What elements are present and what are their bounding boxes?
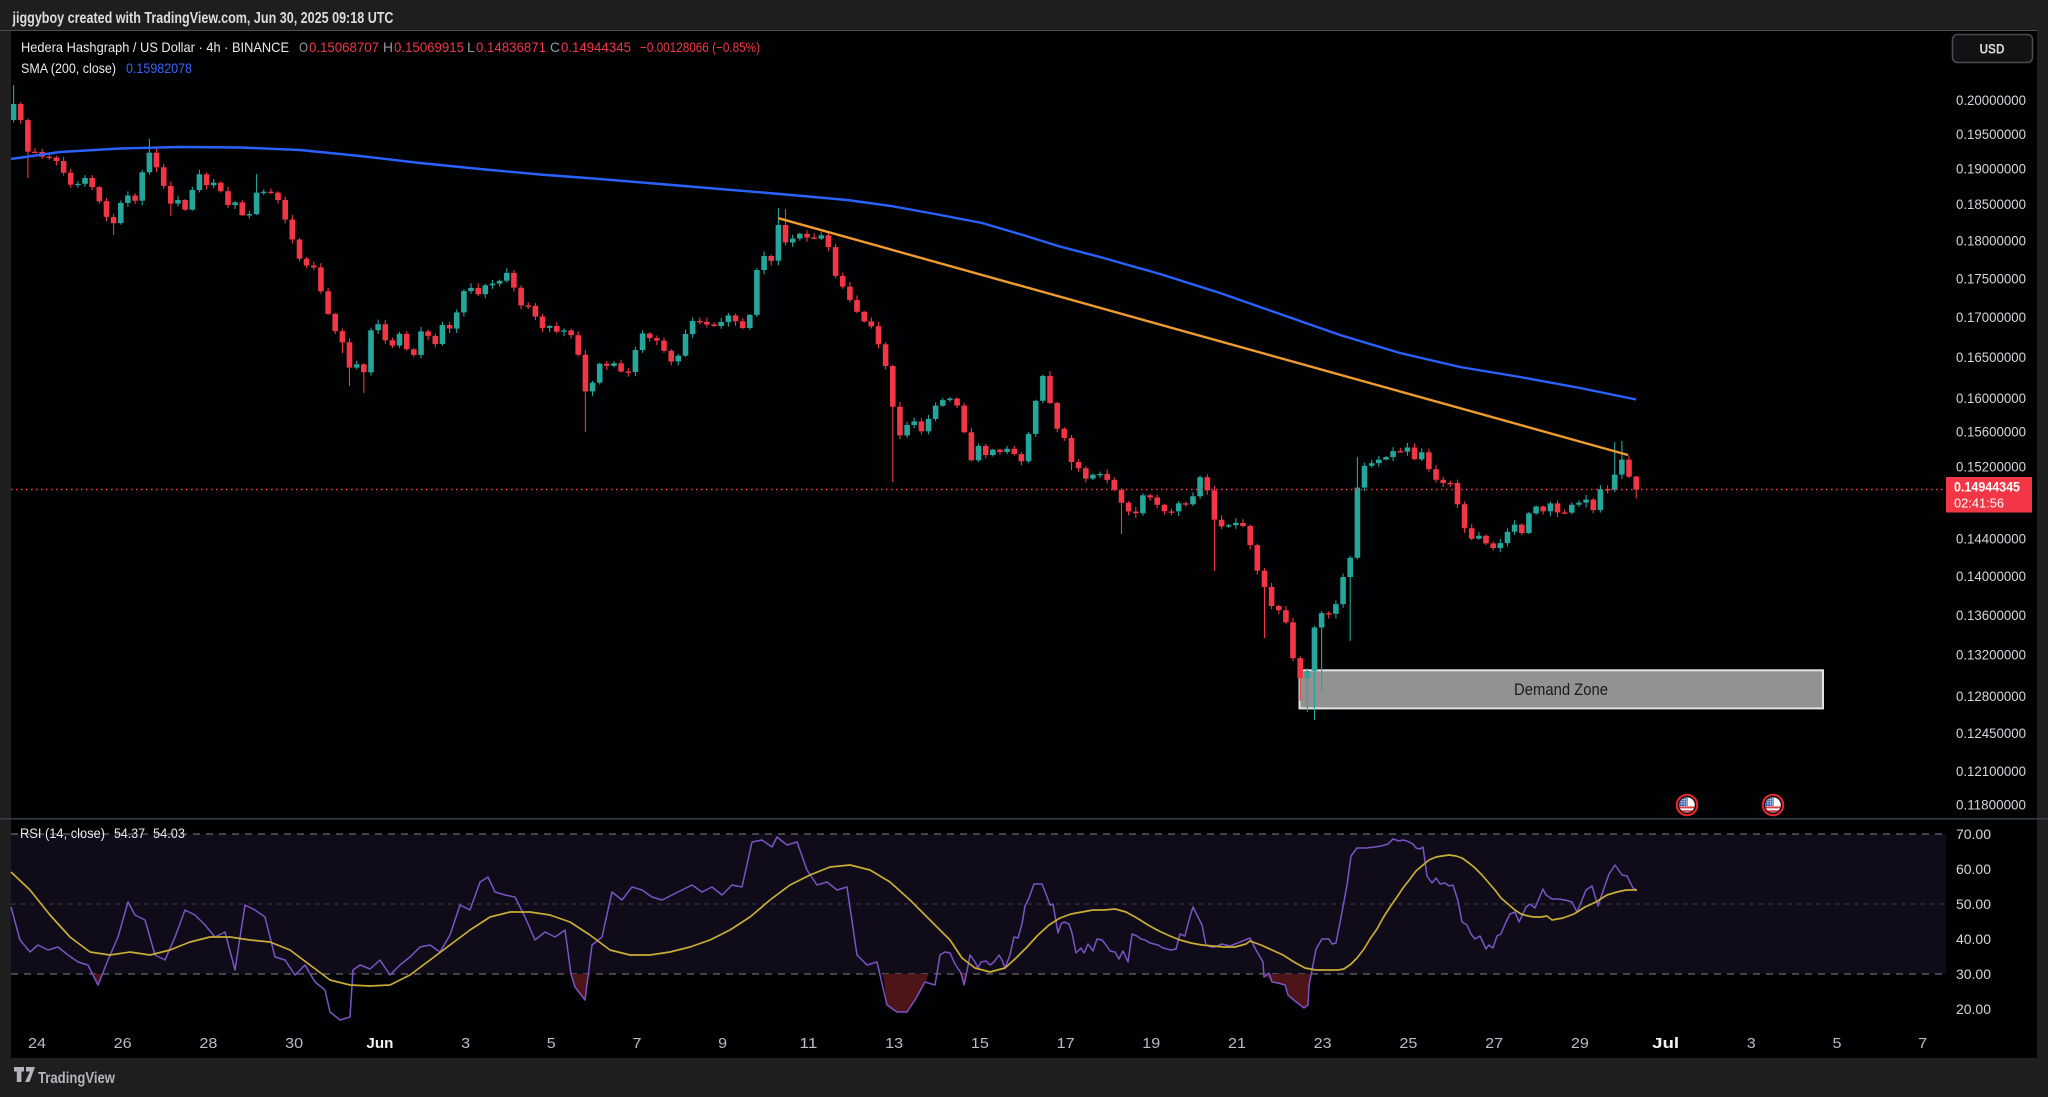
svg-text:02:41:56: 02:41:56 [1954,496,2004,511]
svg-text:jiggyboy created with TradingV: jiggyboy created with TradingView.com, J… [12,10,394,27]
svg-text:C: C [550,39,560,55]
svg-text:Jun: Jun [366,1036,393,1052]
svg-text:0.13600000: 0.13600000 [1956,607,2026,623]
svg-text:19: 19 [1142,1036,1160,1052]
svg-text:11: 11 [799,1036,817,1052]
svg-text:17: 17 [1057,1036,1075,1052]
svg-text:7: 7 [1918,1036,1927,1052]
svg-text:0.18000000: 0.18000000 [1956,233,2026,249]
svg-text:30.00: 30.00 [1956,966,1991,982]
svg-text:25: 25 [1399,1036,1417,1052]
svg-text:0.16000000: 0.16000000 [1956,390,2026,406]
svg-text:0.15200000: 0.15200000 [1956,458,2026,474]
svg-text:0.15600000: 0.15600000 [1956,424,2026,440]
svg-text:O: O [299,39,308,55]
svg-text:USD: USD [1980,41,2005,57]
svg-text:Jul: Jul [1652,1036,1679,1052]
svg-text:0.17000000: 0.17000000 [1956,309,2026,325]
svg-text:20.00: 20.00 [1956,1001,1991,1017]
svg-text:0.19000000: 0.19000000 [1956,161,2026,177]
svg-text:0.14836871: 0.14836871 [476,39,546,55]
svg-text:3: 3 [461,1036,470,1052]
svg-text:0.13200000: 0.13200000 [1956,647,2026,663]
svg-text:0.18500000: 0.18500000 [1956,196,2026,212]
svg-text:3: 3 [1747,1036,1756,1052]
svg-text:40.00: 40.00 [1956,931,1991,947]
svg-text:H: H [383,39,393,55]
svg-text:21: 21 [1228,1036,1246,1052]
svg-text:13: 13 [885,1036,903,1052]
svg-text:9: 9 [718,1036,727,1052]
svg-text:0.12800000: 0.12800000 [1956,688,2026,704]
svg-text:L: L [467,39,475,55]
svg-text:27: 27 [1485,1036,1503,1052]
svg-text:7: 7 [633,1036,642,1052]
svg-text:−0.00128066 (−0.85%): −0.00128066 (−0.85%) [640,39,760,55]
svg-text:5: 5 [547,1036,556,1052]
svg-text:15: 15 [971,1036,989,1052]
svg-text:26: 26 [114,1036,132,1052]
svg-text:SMA (200, close): SMA (200, close) [21,60,116,76]
svg-text:5: 5 [1833,1036,1842,1052]
svg-text:60.00: 60.00 [1956,861,1991,877]
svg-text:0.14000000: 0.14000000 [1956,568,2026,584]
svg-text:50.00: 50.00 [1956,896,1991,912]
svg-text:RSI (14, close): RSI (14, close) [20,825,105,841]
svg-text:0.14944345: 0.14944345 [561,39,631,55]
svg-text:0.15982078: 0.15982078 [126,60,192,76]
svg-text:0.20000000: 0.20000000 [1956,92,2026,108]
svg-text:0.14944345: 0.14944345 [1954,479,2020,495]
svg-text:23: 23 [1314,1036,1332,1052]
svg-text:30: 30 [285,1036,303,1052]
svg-text:0.11800000: 0.11800000 [1956,796,2026,812]
svg-text:Demand Zone: Demand Zone [1514,680,1608,699]
svg-text:24: 24 [28,1036,46,1052]
svg-text:70.00: 70.00 [1956,826,1991,842]
svg-text:0.15069915: 0.15069915 [394,39,464,55]
svg-text:54.37: 54.37 [114,825,145,841]
svg-text:54.03: 54.03 [153,825,185,841]
svg-text:0.19500000: 0.19500000 [1956,126,2026,142]
svg-text:TradingView: TradingView [38,1070,116,1087]
svg-text:0.15068707: 0.15068707 [309,39,379,55]
svg-text:0.14400000: 0.14400000 [1956,531,2026,547]
svg-text:29: 29 [1571,1036,1589,1052]
svg-text:0.12100000: 0.12100000 [1956,763,2026,779]
svg-text:0.12450000: 0.12450000 [1956,725,2026,741]
svg-text:28: 28 [199,1036,217,1052]
svg-text:0.17500000: 0.17500000 [1956,270,2026,286]
svg-text:Hedera Hashgraph / US Dollar ·: Hedera Hashgraph / US Dollar · 4h · BINA… [21,39,289,55]
svg-text:0.16500000: 0.16500000 [1956,349,2026,365]
